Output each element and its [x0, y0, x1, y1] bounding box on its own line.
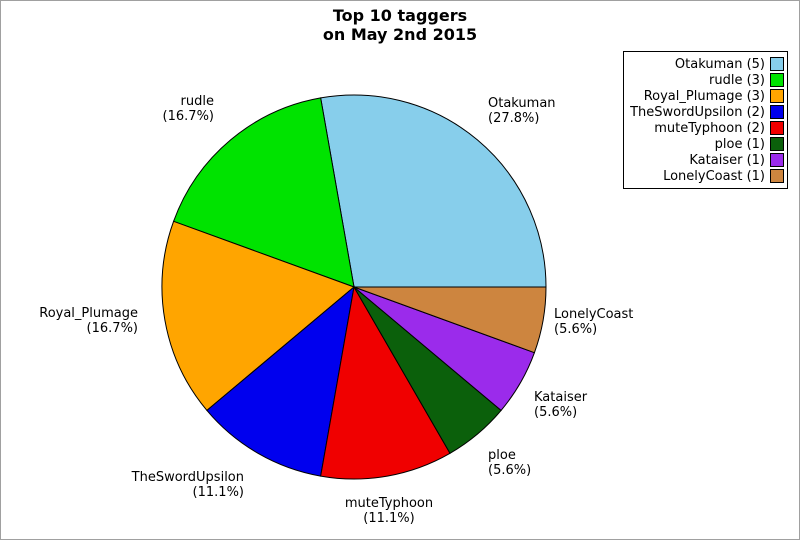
- slice-label-name: Royal_Plumage: [39, 306, 138, 321]
- legend-label: Royal_Plumage (3): [643, 88, 765, 104]
- slice-label-percent: (16.7%): [162, 109, 214, 124]
- legend-item-Royal_Plumage: Royal_Plumage (3): [630, 88, 784, 104]
- slice-label-percent: (5.6%): [488, 463, 532, 478]
- legend-item-Kataiser: Kataiser (1): [630, 152, 784, 168]
- legend-item-LonelyCoast: LonelyCoast (1): [630, 168, 784, 184]
- pie-slice-Royal_Plumage: [161, 220, 355, 412]
- slice-label-Kataiser: Kataiser (5.6%): [534, 390, 587, 420]
- slice-label-name: Kataiser: [534, 390, 588, 405]
- slice-label-percent: (11.1%): [363, 511, 415, 526]
- slice-label-name: Otakuman: [488, 96, 556, 111]
- pie-slice-rudle: [172, 97, 355, 288]
- slice-label-LonelyCoast: LonelyCoast (5.6%): [554, 307, 633, 337]
- slice-label-rudle: rudle (16.7%): [1, 94, 214, 124]
- legend-item-ploe: ploe (1): [630, 136, 784, 152]
- slice-label-name: muteTyphoon: [344, 496, 434, 511]
- legend-color-swatch: [770, 137, 784, 151]
- legend-label: rudle (3): [709, 72, 765, 88]
- slice-label-ploe: ploe (5.6%): [488, 448, 531, 478]
- slice-label-name: LonelyCoast: [554, 307, 634, 322]
- slice-label-percent: (5.6%): [554, 322, 598, 337]
- legend-item-rudle: rudle (3): [630, 72, 784, 88]
- pie-slice-Otakuman: [320, 94, 547, 288]
- chart-title-line2: on May 2nd 2015: [322, 25, 478, 44]
- legend-color-swatch: [770, 105, 784, 119]
- legend-item-TheSwordUpsilon: TheSwordUpsilon (2): [630, 104, 784, 120]
- slice-label-name: ploe: [488, 448, 516, 463]
- slice-label-percent: (16.7%): [86, 321, 138, 336]
- legend-color-swatch: [770, 169, 784, 183]
- slice-label-percent: (11.1%): [192, 485, 244, 500]
- slice-label-name: rudle: [180, 94, 214, 109]
- legend-color-swatch: [770, 89, 784, 103]
- legend-label: TheSwordUpsilon (2): [630, 104, 765, 120]
- slice-label-TheSwordUpsilon: TheSwordUpsilon (11.1%): [1, 470, 244, 500]
- legend-item-muteTyphoon: muteTyphoon (2): [630, 120, 784, 136]
- slice-label-Otakuman: Otakuman (27.8%): [488, 96, 556, 126]
- chart-title-line1: Top 10 taggers: [332, 6, 468, 25]
- slice-label-percent: (5.6%): [534, 405, 578, 420]
- pie-slice-TheSwordUpsilon: [206, 285, 355, 477]
- pie-slice-LonelyCoast: [353, 286, 547, 354]
- legend-label: ploe (1): [714, 136, 765, 152]
- legend-item-Otakuman: Otakuman (5): [630, 56, 784, 72]
- legend-color-swatch: [770, 153, 784, 167]
- legend-label: LonelyCoast (1): [663, 168, 765, 184]
- legend-label: Kataiser (1): [689, 152, 765, 168]
- pie-slice-muteTyphoon: [320, 285, 451, 480]
- chart-title: Top 10 taggers on May 2nd 2015: [1, 6, 799, 44]
- legend-label: Otakuman (5): [674, 56, 765, 72]
- slice-label-name: TheSwordUpsilon: [131, 470, 244, 485]
- legend-label: muteTyphoon (2): [654, 120, 765, 136]
- slice-label-muteTyphoon: muteTyphoon (11.1%): [345, 496, 433, 526]
- legend-color-swatch: [770, 121, 784, 135]
- slice-label-Royal_Plumage: Royal_Plumage (16.7%): [1, 306, 138, 336]
- legend-color-swatch: [770, 57, 784, 71]
- slice-label-percent: (27.8%): [488, 111, 540, 126]
- legend: Otakuman (5) rudle (3) Royal_Plumage (3) Th…: [623, 51, 788, 189]
- legend-color-swatch: [770, 73, 784, 87]
